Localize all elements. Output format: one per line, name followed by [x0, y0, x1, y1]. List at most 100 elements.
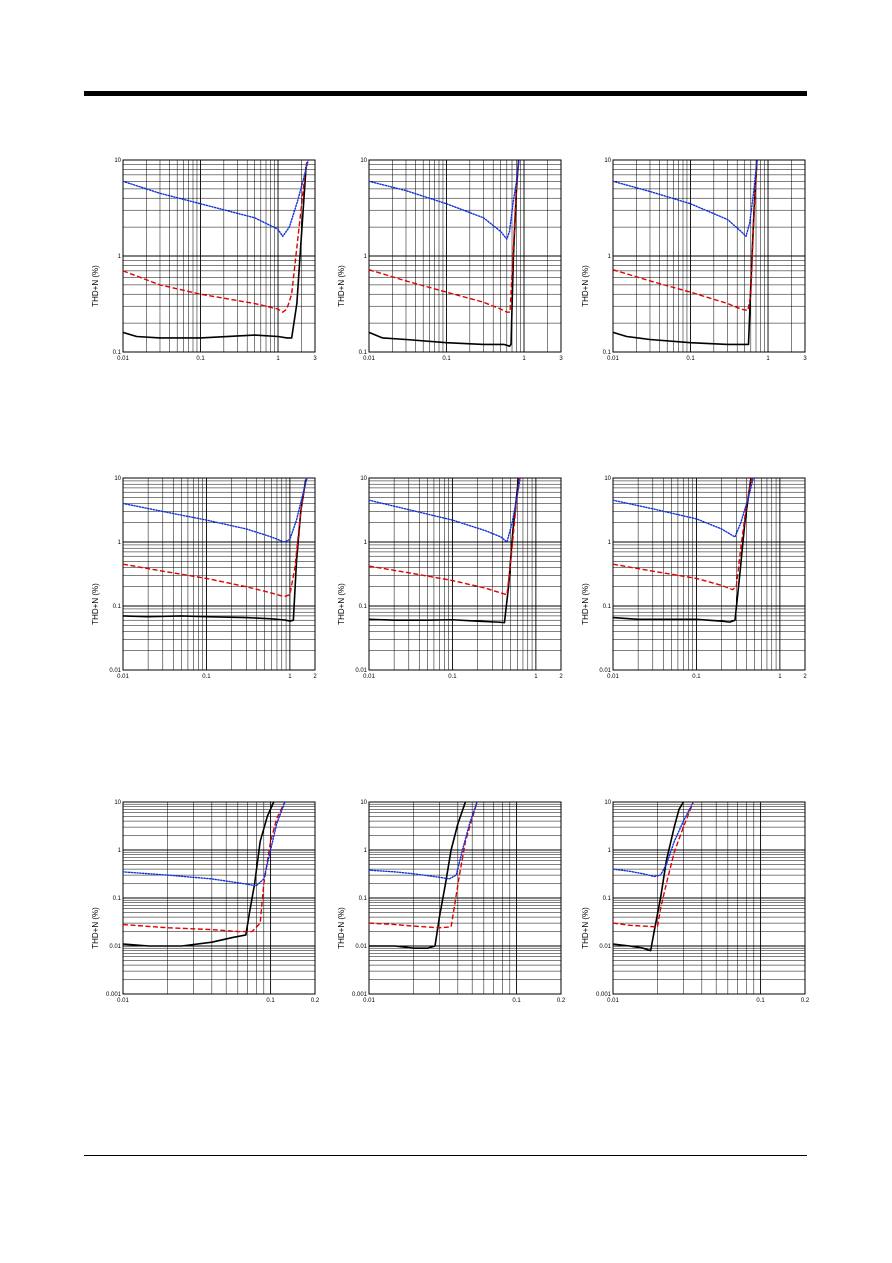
series-line-black — [122, 479, 307, 622]
plot-frame — [612, 801, 806, 995]
x-tick-label: 1 — [276, 356, 280, 362]
x-tick-label: 2 — [803, 674, 807, 680]
y-tick-label: 0.1 — [113, 604, 122, 610]
y-tick-label: 0.01 — [109, 944, 121, 950]
chart-r1c1: 0.01 0.1 1 3 0.1 1 10 THD+N (%) — [88, 156, 318, 396]
series-line-blue — [368, 477, 521, 543]
y-tick-label: 1 — [364, 848, 368, 854]
series-line-red — [122, 801, 286, 933]
x-tick-label: 0.01 — [607, 356, 619, 362]
plot-frame — [368, 159, 562, 353]
y-gridlines — [369, 477, 561, 671]
y-tick-label: 0.1 — [359, 604, 368, 610]
series-line-blue — [122, 477, 308, 543]
y-tick-label: 1 — [608, 848, 612, 854]
y-tick-label: 10 — [114, 158, 121, 164]
y-tick-label: 1 — [364, 540, 368, 546]
y-tick-label: 0.1 — [359, 896, 368, 902]
x-tick-label: 1 — [778, 674, 782, 680]
x-tick-label: 1 — [766, 356, 770, 362]
x-tick-label: 0.01 — [363, 356, 375, 362]
plot-frame — [368, 477, 562, 671]
y-tick-label: 1 — [364, 254, 368, 260]
series-line-blue — [612, 159, 758, 238]
y-tick-label: 0.1 — [603, 604, 612, 610]
x-tick-label: 0.1 — [266, 998, 275, 1004]
y-tick-label: 1 — [608, 540, 612, 546]
plot-area — [613, 478, 805, 670]
chart-r3c2: 0.01 0.1 0.2 0.001 0.01 0.1 1 10 THD+N (%) — [334, 798, 566, 1038]
y-tick-label: 0.01 — [355, 944, 367, 950]
x-tick-label: 3 — [313, 356, 317, 362]
series-line-blue — [612, 477, 754, 538]
chart-r3c1: 0.01 0.1 0.2 0.001 0.01 0.1 1 10 THD+N (%) — [88, 798, 320, 1038]
plot-frame — [122, 159, 316, 353]
y-tick-label: 10 — [604, 800, 611, 806]
x-tick-label: 3 — [559, 356, 563, 362]
series-line-black — [612, 477, 752, 623]
series-line-red — [612, 801, 694, 928]
series-line-red — [122, 162, 308, 313]
series-line-black — [369, 801, 467, 949]
y-axis-label: THD+N (%) — [91, 583, 100, 625]
x-tick-label: 0.2 — [801, 998, 810, 1004]
y-tick-label: 0.1 — [603, 896, 612, 902]
series-line-red — [122, 477, 308, 598]
chart-r1c2: 0.01 0.1 1 3 0.1 1 10 THD+N (%) — [334, 156, 564, 396]
y-axis-label: THD+N (%) — [91, 265, 100, 307]
footer-rule — [84, 1155, 807, 1156]
x-tick-label: 0.1 — [442, 356, 451, 362]
y-tick-label: 0.01 — [599, 944, 611, 950]
y-tick-label: 10 — [604, 158, 611, 164]
x-tick-label: 0.2 — [557, 998, 566, 1004]
y-tick-label: 1 — [118, 254, 122, 260]
y-axis-label: THD+N (%) — [91, 907, 100, 949]
x-tick-label: 0.1 — [196, 356, 205, 362]
series-line-red — [612, 477, 753, 591]
series-line-blue — [122, 801, 286, 887]
y-tick-label: 0.001 — [352, 992, 368, 998]
y-gridlines — [123, 159, 315, 353]
x-tick-label: 0.1 — [756, 998, 765, 1004]
x-tick-label: 1 — [288, 674, 292, 680]
y-tick-label: 10 — [114, 476, 121, 482]
chart-r2c1: 0.01 0.1 1 2 0.01 0.1 1 10 THD+N (%) — [88, 474, 318, 714]
y-gridlines — [613, 801, 805, 995]
y-tick-label: 1 — [608, 254, 612, 260]
chart-r3c3: 0.01 0.1 0.2 0.001 0.01 0.1 1 10 THD+N (%) — [578, 798, 810, 1038]
chart-r1c3: 0.01 0.1 1 3 0.1 1 10 THD+N (%) — [578, 156, 808, 396]
series-line-black — [122, 166, 307, 339]
y-tick-label: 10 — [114, 800, 121, 806]
plot-area — [369, 478, 561, 670]
y-tick-label: 0.1 — [113, 896, 122, 902]
series-line-red — [368, 477, 520, 596]
x-tick-label: 0.01 — [363, 998, 375, 1004]
series-line-red — [368, 801, 478, 929]
y-axis-label: THD+N (%) — [337, 265, 346, 307]
y-axis-label: THD+N (%) — [581, 583, 590, 625]
y-tick-label: 0.1 — [603, 350, 612, 356]
x-tick-label: 2 — [313, 674, 317, 680]
chart-svg: 0.01 0.1 1 2 0.01 0.1 1 10 THD+N (%) — [337, 476, 563, 680]
y-tick-label: 10 — [360, 800, 367, 806]
y-axis-label: THD+N (%) — [581, 265, 590, 307]
x-tick-label: 0.01 — [363, 674, 375, 680]
chart-svg: 0.01 0.1 1 2 0.01 0.1 1 10 THD+N (%) — [91, 476, 317, 680]
chart-r2c3: 0.01 0.1 1 2 0.01 0.1 1 10 THD+N (%) — [578, 474, 808, 714]
x-tick-label: 0.1 — [448, 674, 457, 680]
y-tick-label: 0.1 — [359, 350, 368, 356]
y-tick-label: 0.1 — [113, 350, 122, 356]
y-axis-label: THD+N (%) — [337, 583, 346, 625]
header-rule — [84, 91, 807, 96]
x-tick-label: 0.1 — [692, 674, 701, 680]
x-tick-label: 0.01 — [117, 674, 129, 680]
plot-frame — [122, 801, 316, 995]
y-axis-label: THD+N (%) — [337, 907, 346, 949]
x-tick-label: 1 — [522, 356, 526, 362]
y-tick-label: 0.01 — [599, 668, 611, 674]
series-line-black — [122, 801, 275, 947]
